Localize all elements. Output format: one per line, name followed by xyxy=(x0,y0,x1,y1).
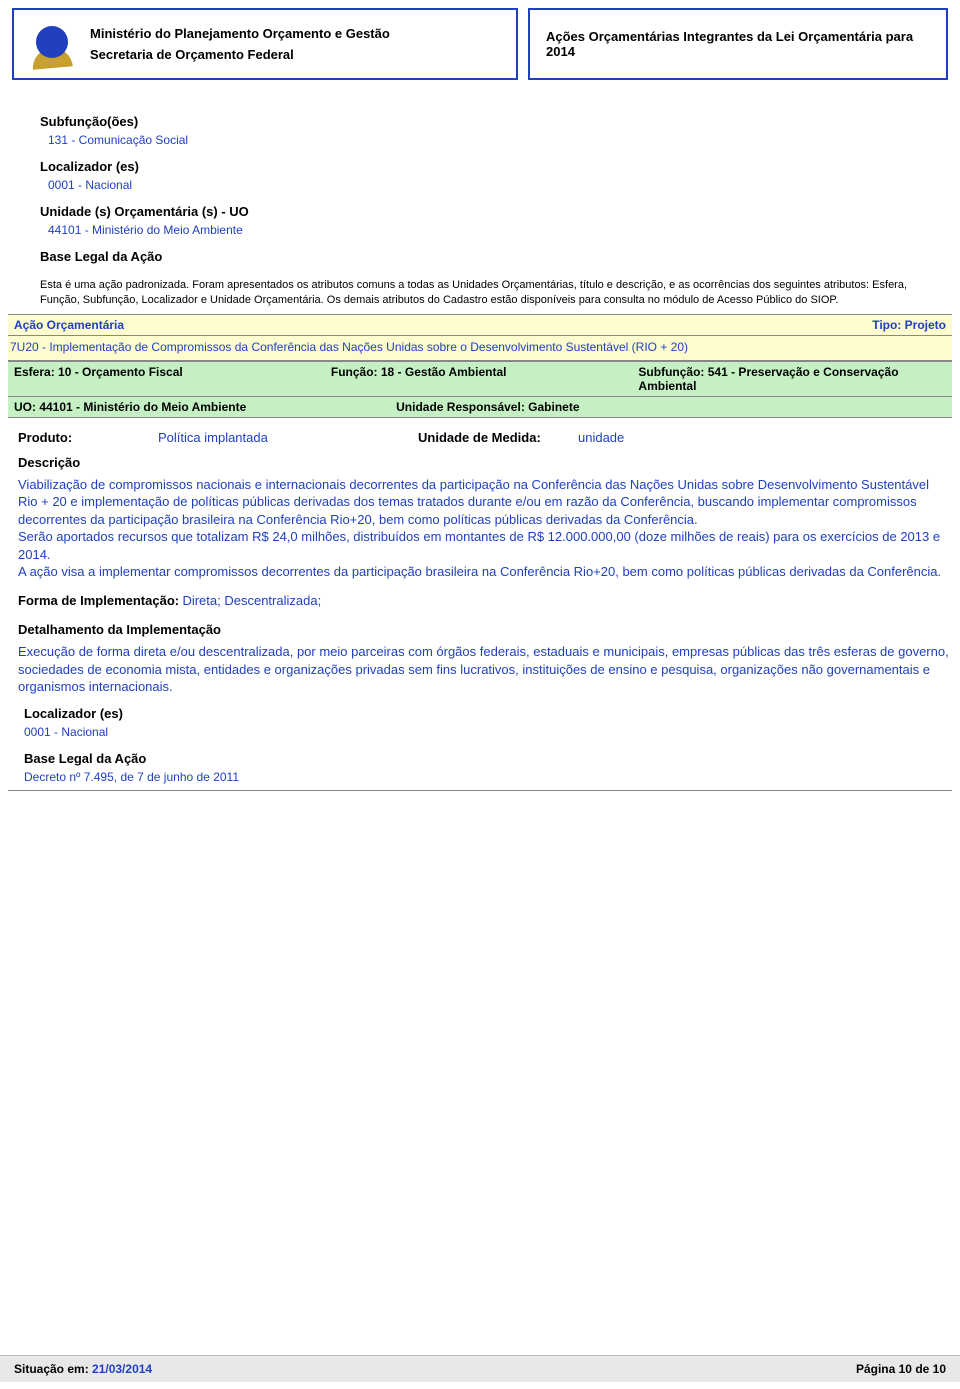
acao-bar-left: Ação Orçamentária xyxy=(14,318,124,332)
base-legal2-block: Base Legal da Ação Decreto nº 7.495, de … xyxy=(0,739,960,784)
forma-impl-row: Forma de Implementação: Direta; Descentr… xyxy=(0,581,960,608)
header-left-text: Ministério do Planejamento Orçamento e G… xyxy=(90,26,390,62)
ministry-name: Ministério do Planejamento Orçamento e G… xyxy=(90,26,390,41)
unidade-resp-cell: Unidade Responsável: Gabinete xyxy=(396,400,946,414)
localizador-heading: Localizador (es) xyxy=(40,159,930,174)
document-title: Ações Orçamentárias Integrantes da Lei O… xyxy=(546,29,930,59)
produto-value: Política implantada xyxy=(158,430,418,445)
green-bar-2: UO: 44101 - Ministério do Meio Ambiente … xyxy=(8,397,952,418)
esfera-cell: Esfera: 10 - Orçamento Fiscal xyxy=(14,365,331,393)
secretariat-name: Secretaria de Orçamento Federal xyxy=(90,47,390,62)
detalhamento-body: Execução de forma direta e/ou descentral… xyxy=(18,643,950,696)
footer-left: Situação em: 21/03/2014 xyxy=(14,1362,152,1376)
base-legal2-value: Decreto nº 7.495, de 7 de junho de 2011 xyxy=(24,770,960,784)
descricao-block: Descrição Viabilização de compromissos n… xyxy=(0,445,960,581)
uo-cell: UO: 44101 - Ministério do Meio Ambiente xyxy=(14,400,396,414)
produto-row: Produto: Política implantada Unidade de … xyxy=(0,418,960,445)
localizador-value: 0001 - Nacional xyxy=(48,178,930,192)
detalhamento-heading: Detalhamento da Implementação xyxy=(18,622,950,637)
unidade-medida-label: Unidade de Medida: xyxy=(418,430,578,445)
unidade-value: 44101 - Ministério do Meio Ambiente xyxy=(48,223,930,237)
footer-bar: Situação em: 21/03/2014 Página 10 de 10 xyxy=(0,1355,960,1382)
localizador2-block: Localizador (es) 0001 - Nacional xyxy=(0,696,960,739)
note-text: Esta é uma ação padronizada. Foram apres… xyxy=(40,278,930,308)
detalhamento-block: Detalhamento da Implementação Execução d… xyxy=(0,608,960,696)
acao-bar-right: Tipo: Projeto xyxy=(872,318,946,332)
descricao-body: Viabilização de compromissos nacionais e… xyxy=(18,476,950,581)
subfuncao-heading: Subfunção(ões) xyxy=(40,114,930,129)
unidade-medida-value: unidade xyxy=(578,430,624,445)
green-bar-1: Esfera: 10 - Orçamento Fiscal Função: 18… xyxy=(8,361,952,397)
content-area: Subfunção(ões) 131 - Comunicação Social … xyxy=(0,88,960,308)
divider xyxy=(8,790,952,791)
header-row: Ministério do Planejamento Orçamento e G… xyxy=(0,0,960,88)
situacao-label: Situação em: xyxy=(14,1362,92,1376)
forma-impl-value: Direta; Descentralizada; xyxy=(182,593,321,608)
descricao-heading: Descrição xyxy=(18,455,950,470)
brazil-emblem-icon xyxy=(24,16,80,72)
header-left-box: Ministério do Planejamento Orçamento e G… xyxy=(12,8,518,80)
page-container: Ministério do Planejamento Orçamento e G… xyxy=(0,0,960,1389)
base-legal-heading: Base Legal da Ação xyxy=(40,249,930,264)
localizador2-heading: Localizador (es) xyxy=(24,706,960,721)
produto-label: Produto: xyxy=(18,430,158,445)
subfuncao-cell: Subfunção: 541 - Preservação e Conservaç… xyxy=(638,365,946,393)
acao-bar: Ação Orçamentária Tipo: Projeto xyxy=(8,314,952,336)
footer-page: Página 10 de 10 xyxy=(856,1362,946,1376)
header-right-box: Ações Orçamentárias Integrantes da Lei O… xyxy=(528,8,948,80)
acao-subtitle: 7U20 - Implementação de Compromissos da … xyxy=(8,336,952,361)
forma-impl-label: Forma de Implementação: xyxy=(18,593,179,608)
localizador2-value: 0001 - Nacional xyxy=(24,725,960,739)
situacao-value: 21/03/2014 xyxy=(92,1362,152,1376)
funcao-cell: Função: 18 - Gestão Ambiental xyxy=(331,365,639,393)
base-legal2-heading: Base Legal da Ação xyxy=(24,751,960,766)
unidade-heading: Unidade (s) Orçamentária (s) - UO xyxy=(40,204,930,219)
subfuncao-value: 131 - Comunicação Social xyxy=(48,133,930,147)
